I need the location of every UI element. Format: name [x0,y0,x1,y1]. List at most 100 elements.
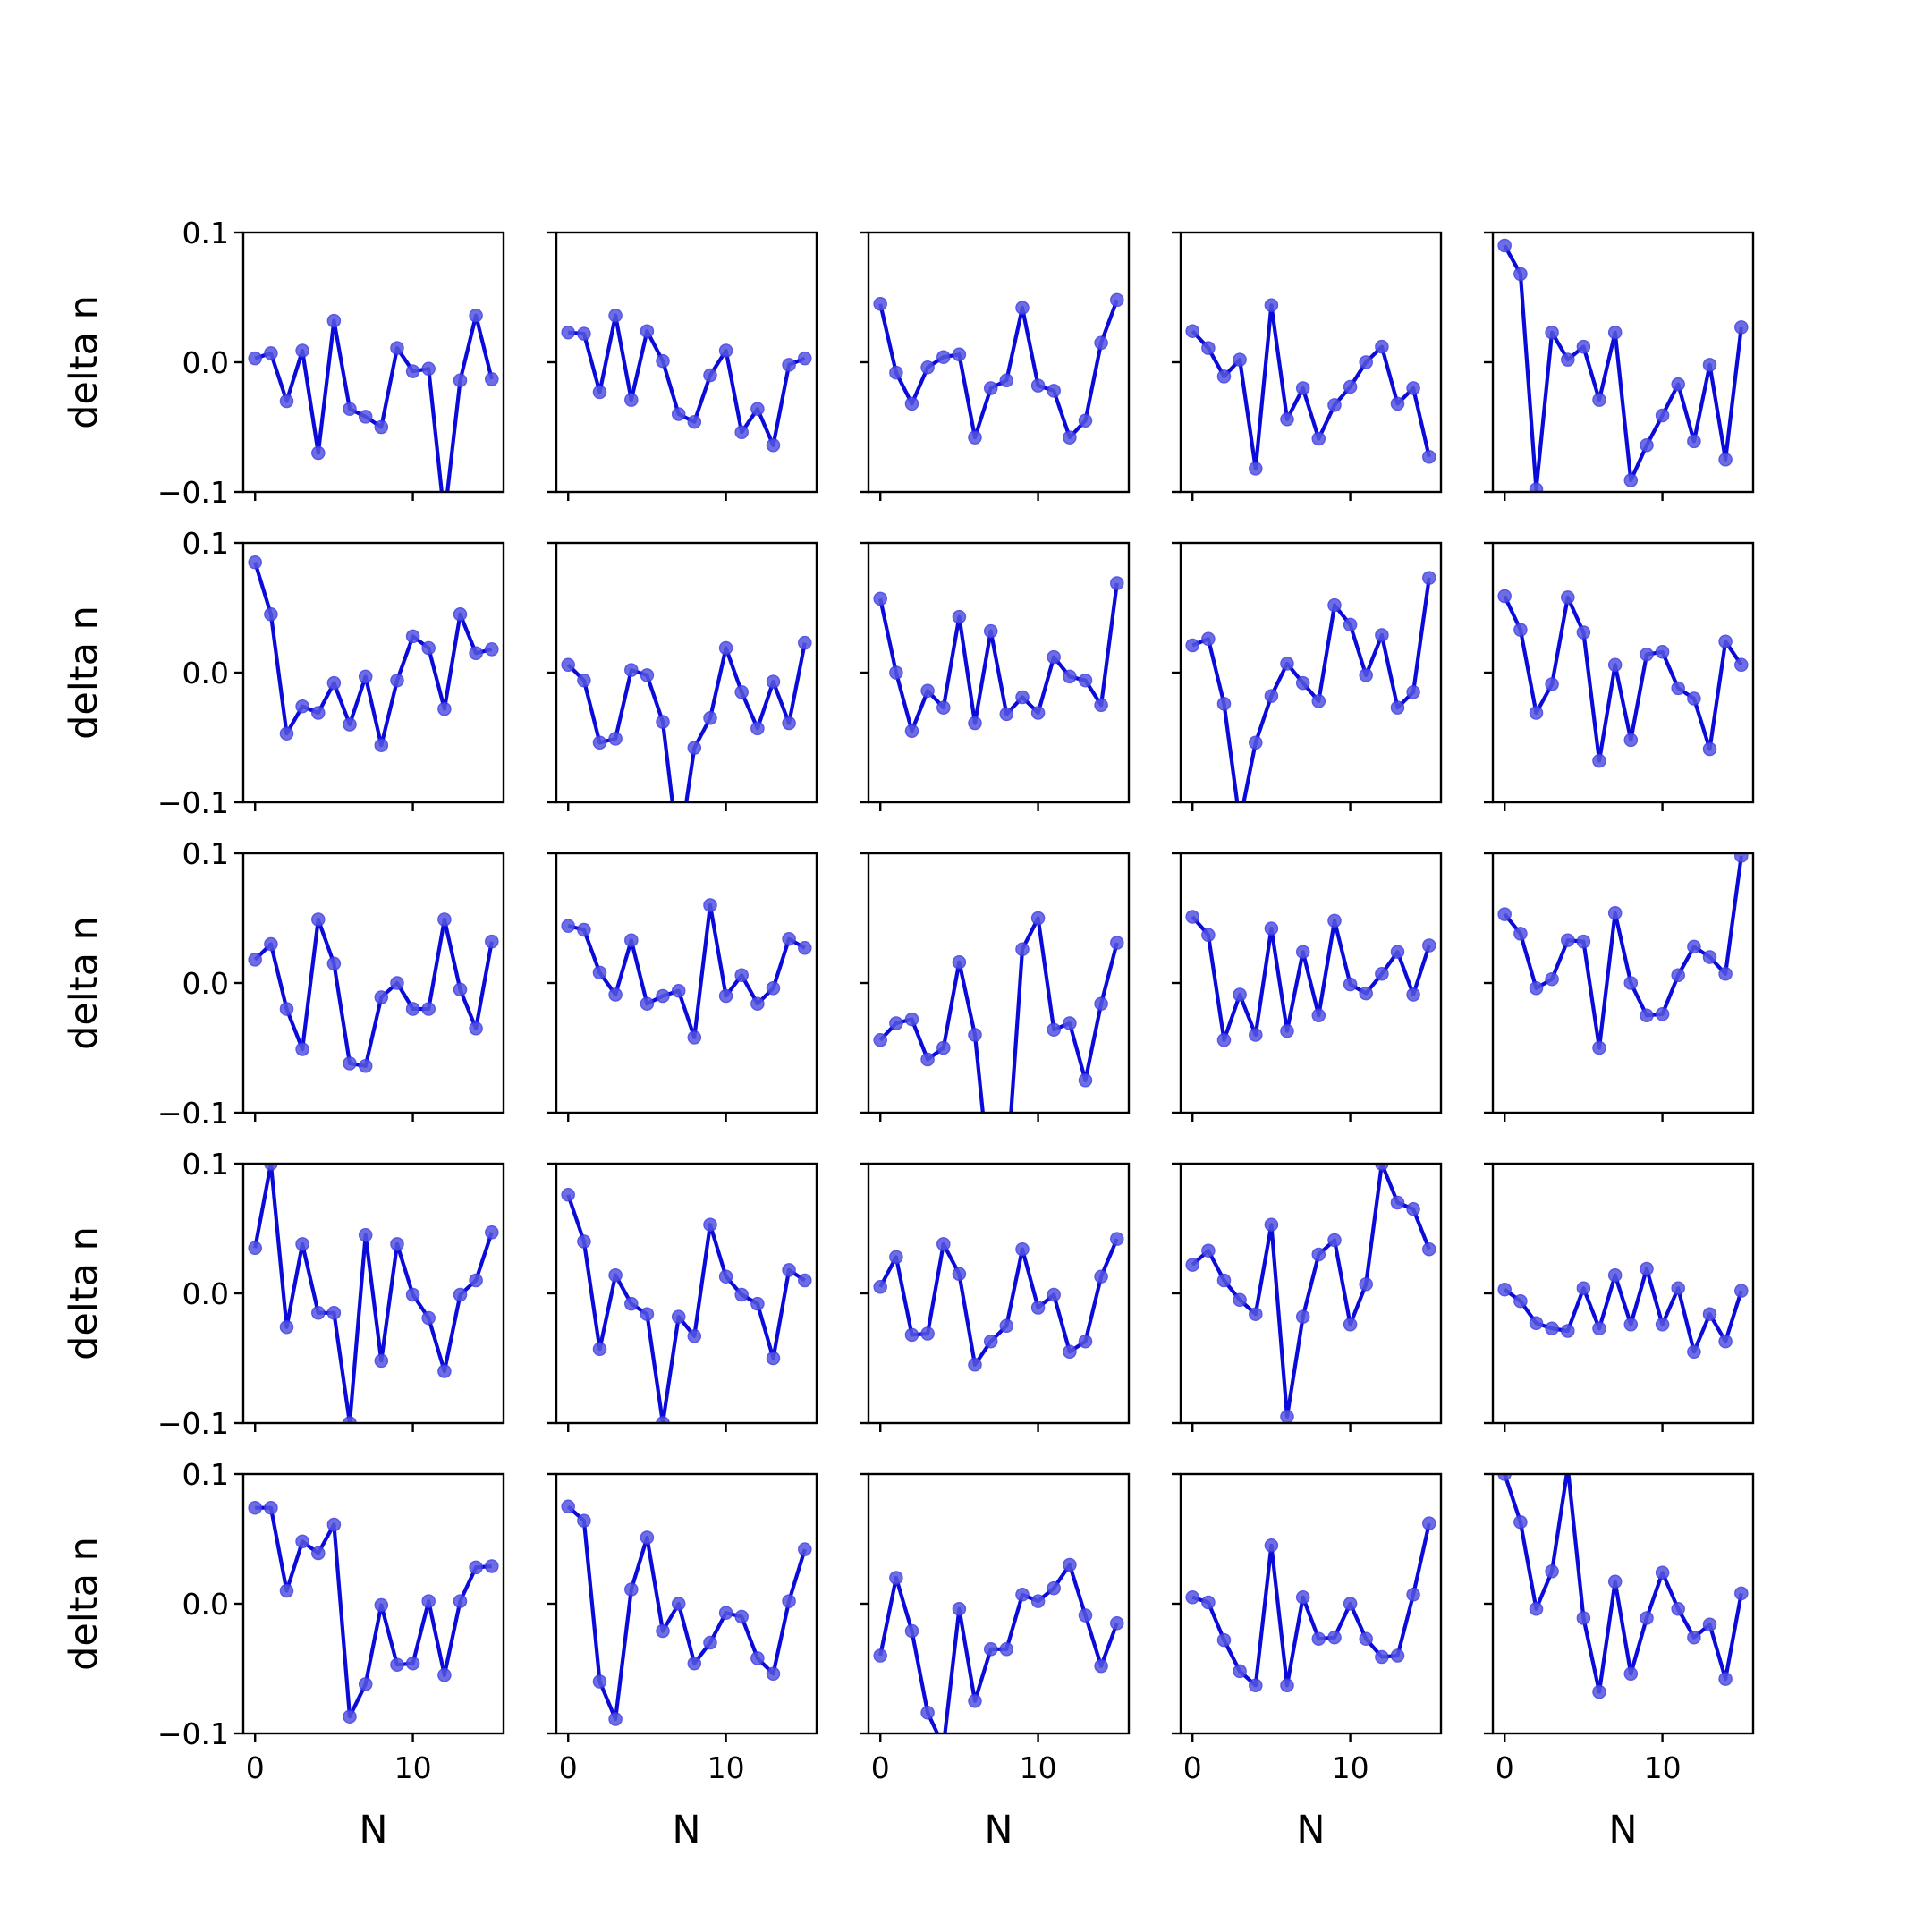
data-point [592,965,607,980]
data-point [734,1287,749,1302]
data-point [889,1250,903,1265]
axes-frame [1179,541,1443,804]
data-point [1561,1324,1575,1338]
data-point [873,1280,887,1294]
axes-frame [242,541,505,804]
data-point [421,361,436,377]
data-point [671,407,686,421]
data-point [358,1228,373,1242]
data-point [1529,482,1544,492]
data-point [1375,339,1389,354]
axes-frame [555,231,818,494]
data-point [561,1499,575,1514]
data-point [1078,1334,1093,1349]
data-point [1406,1588,1420,1602]
data-point [343,717,357,732]
data-point [326,956,342,971]
data-point [1702,1307,1717,1321]
data-point [1063,1344,1077,1360]
data-point [279,394,294,409]
data-point [1264,689,1279,703]
data-point [577,326,591,341]
data-point [453,1287,468,1302]
x-tick-label: 10 [708,1750,745,1785]
data-point [1264,921,1279,936]
data-point [1343,977,1358,992]
data-point [782,1594,796,1608]
data-point [999,1318,1014,1334]
data-point [1497,1282,1512,1297]
data-point [640,1307,655,1321]
data-point [936,700,951,715]
data-point [485,1559,499,1573]
data-point [608,1267,623,1283]
data-point [983,1334,998,1349]
data-point [1640,1261,1654,1276]
data-point [374,1597,389,1613]
y-tick-label: 0.1 [182,526,229,561]
data-point [1030,1301,1046,1315]
data-point [1702,358,1717,372]
data-point [1327,1630,1342,1645]
axes-frame [555,1472,818,1735]
data-point [1687,691,1701,706]
data-point [1375,1164,1389,1171]
data-point [983,381,998,395]
data-point [1655,1565,1670,1580]
data-point [438,512,451,524]
data-point [1545,1564,1559,1579]
data-point [326,313,342,328]
data-point [1545,971,1559,987]
data-point [1687,939,1701,954]
data-point [295,1042,309,1056]
subplot-r2-c4 [1172,541,1443,811]
x-axis-label: N [359,1808,387,1852]
data-point [374,738,389,752]
data-point [1249,1028,1263,1042]
data-point [920,683,935,699]
y-tick-label: 0.0 [182,966,229,1001]
data-point [421,1002,436,1016]
data-point [968,1694,982,1708]
data-point [421,640,436,656]
series-line [1503,855,1743,1050]
axes-frame [242,852,505,1114]
data-point [936,1237,951,1251]
data-point [782,931,796,946]
data-point [873,1033,887,1047]
data-point [1311,1008,1326,1023]
data-point [1359,1631,1373,1646]
data-point [1280,657,1294,671]
data-point [1734,1284,1749,1298]
data-point [1564,1474,1571,1475]
data-point [904,396,919,411]
subplot-r2-c3 [860,541,1131,811]
data-point [1015,1588,1030,1602]
data-point [952,1602,967,1616]
data-point [279,1002,294,1016]
data-point [437,701,452,716]
data-point [1046,1580,1061,1596]
data-point [1592,753,1606,768]
data-point [718,988,733,1004]
data-point [904,724,919,739]
series-line [255,1505,492,1719]
data-point [750,721,765,736]
series-line [1503,1267,1743,1354]
data-point [421,1594,436,1608]
data-point [1185,1590,1199,1605]
data-point [1249,735,1263,750]
data-point [1607,325,1623,340]
data-point [311,706,326,720]
data-point [1529,1602,1544,1616]
data-point [485,372,499,386]
subplot-r4-c2 [547,1162,818,1432]
data-point [1640,438,1654,453]
data-point [904,1012,919,1027]
subplot-r5-c3: 0 10N [860,1472,1131,1852]
x-tick-label: 0 [246,1750,265,1785]
data-point [1063,1016,1077,1030]
data-point [640,996,655,1011]
series-line [878,916,1119,1113]
y-tick-label: 0.0 [182,656,229,691]
